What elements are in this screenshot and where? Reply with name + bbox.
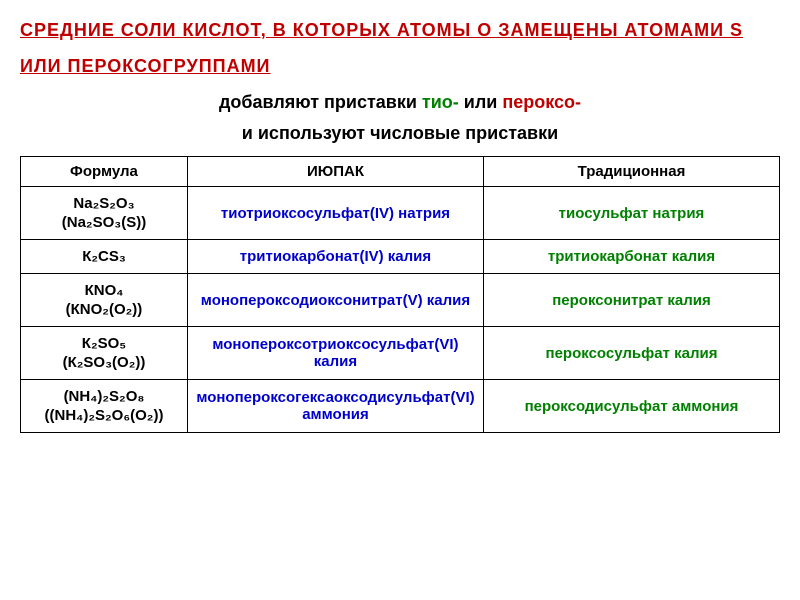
subtitle-prefixes: добавляют приставки тио- или пероксо- xyxy=(20,92,780,113)
table-header-row: Формула ИЮПАК Традиционная xyxy=(21,157,780,187)
trad-cell: тиосульфат натрия xyxy=(483,187,779,240)
subtitle-numeric: и используют числовые приставки xyxy=(20,123,780,144)
iupac-cell: монопероксотриоксосульфат(VI) калия xyxy=(187,327,483,380)
formula-main: (NH₄)₂S₂O₈ xyxy=(25,388,183,405)
perox-prefix: пероксо- xyxy=(502,92,581,112)
formula-cell: Na₂S₂O₃ (Na₂SO₃(S)) xyxy=(21,187,188,240)
formula-alt: ((NH₄)₂S₂O₆(O₂)) xyxy=(25,407,183,424)
trad-cell: пероксонитрат калия xyxy=(483,274,779,327)
header-formula: Формула xyxy=(21,157,188,187)
table-row: К₂CS₃тритиокарбонат(IV) калиятритиокарбо… xyxy=(21,240,780,274)
trad-cell: пероксосульфат калия xyxy=(483,327,779,380)
iupac-cell: монопероксодиоксонитрат(V) калия xyxy=(187,274,483,327)
formula-main: К₂SO₅ xyxy=(25,335,183,352)
formula-alt: (К₂SO₃(O₂)) xyxy=(25,354,183,371)
formula-cell: КNO₄ (КNO₂(O₂)) xyxy=(21,274,188,327)
iupac-cell: монопероксогексаоксодисульфат(VI) аммони… xyxy=(187,380,483,433)
formula-alt: (КNO₂(O₂)) xyxy=(25,301,183,318)
formula-cell: К₂SO₅ (К₂SO₃(O₂)) xyxy=(21,327,188,380)
iupac-cell: тритиокарбонат(IV) калия xyxy=(187,240,483,274)
formula-cell: (NH₄)₂S₂O₈ ((NH₄)₂S₂O₆(O₂)) xyxy=(21,380,188,433)
table-row: КNO₄ (КNO₂(O₂))монопероксодиоксонитрат(V)… xyxy=(21,274,780,327)
header-trad: Традиционная xyxy=(483,157,779,187)
subtitle-mid: или xyxy=(459,92,503,112)
iupac-cell: тиотриоксосульфат(IV) натрия xyxy=(187,187,483,240)
page-title: СРЕДНИЕ СОЛИ КИСЛОТ, В КОТОРЫХ АТОМЫ О З… xyxy=(20,12,780,84)
header-iupac: ИЮПАК xyxy=(187,157,483,187)
formula-main: К₂CS₃ xyxy=(25,248,183,265)
formula-cell: К₂CS₃ xyxy=(21,240,188,274)
table-row: К₂SO₅ (К₂SO₃(O₂))монопероксотриоксосульфа… xyxy=(21,327,780,380)
tio-prefix: тио- xyxy=(422,92,459,112)
formula-main: Na₂S₂O₃ xyxy=(25,195,183,212)
trad-cell: тритиокарбонат калия xyxy=(483,240,779,274)
table-row: Na₂S₂O₃ (Na₂SO₃(S))тиотриоксосульфат(IV) … xyxy=(21,187,780,240)
formula-alt: (Na₂SO₃(S)) xyxy=(25,214,183,231)
trad-cell: пероксодисульфат аммония xyxy=(483,380,779,433)
formula-main: КNO₄ xyxy=(25,282,183,299)
table-row: (NH₄)₂S₂O₈ ((NH₄)₂S₂O₆(O₂))монопероксогек… xyxy=(21,380,780,433)
salts-table: Формула ИЮПАК Традиционная Na₂S₂O₃ (Na₂SO… xyxy=(20,156,780,433)
subtitle-pre: добавляют приставки xyxy=(219,92,422,112)
